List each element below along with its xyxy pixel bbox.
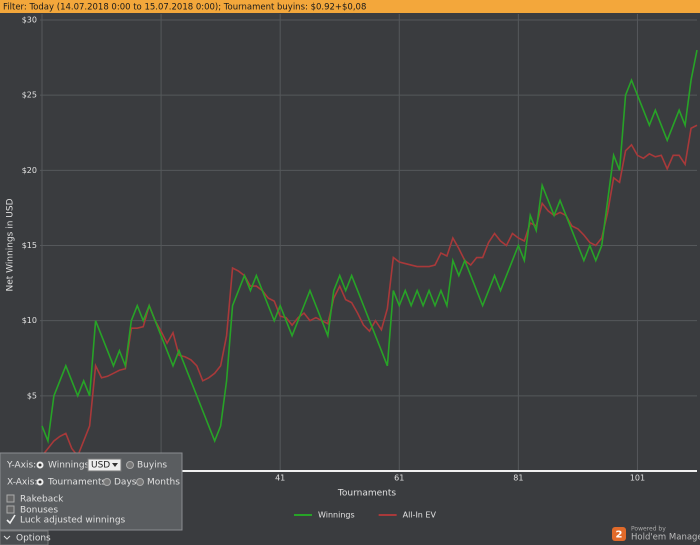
checkbox-label: Luck adjusted winnings xyxy=(20,516,126,526)
radio-label: Months xyxy=(147,478,180,488)
x-tick-label: 101 xyxy=(630,474,645,483)
radio-label: Buyins xyxy=(137,461,167,471)
filter-bar xyxy=(0,0,700,13)
radio-label: Winnings xyxy=(48,461,90,471)
filter-text: Filter: Today (14.07.2018 0:00 to 15.07.… xyxy=(3,3,366,13)
series-line xyxy=(41,49,698,445)
legend-label: Winnings xyxy=(318,511,355,520)
x-tick-label: 41 xyxy=(275,474,285,483)
x-tick-label: 81 xyxy=(513,474,523,483)
y-axis-option-label: Y-Axis: xyxy=(6,461,36,471)
options-button-label: Options xyxy=(16,534,51,544)
checkbox-label: Bonuses xyxy=(20,506,58,516)
dropdown-arrow xyxy=(112,463,118,467)
x-tick-label: 61 xyxy=(394,474,404,483)
radio-label: Tournaments xyxy=(47,478,106,488)
y-tick-label: $30 xyxy=(22,16,37,25)
currency-select[interactable] xyxy=(87,458,122,472)
y-tick-label: $10 xyxy=(22,316,37,325)
legend-label: All-In EV xyxy=(403,511,437,520)
checkbox-label: Rakeback xyxy=(20,495,64,505)
checkbox[interactable] xyxy=(6,494,15,503)
logo-badge-text: 2 xyxy=(616,530,623,541)
x-axis-label: Tournaments xyxy=(337,489,396,499)
plot: $5$10$15$20$25$30121416181101WinningsAll… xyxy=(22,14,698,520)
x-axis-option-label: X-Axis: xyxy=(7,478,37,488)
radio[interactable] xyxy=(103,478,111,486)
logo-powered: Powered by xyxy=(631,526,666,533)
y-axis-label: Net Winnings in USD xyxy=(6,198,16,291)
radio-dot xyxy=(38,463,42,467)
options-panel: Y-Axis: Winnings USD Buyins X-Axis: Tour… xyxy=(0,452,183,531)
options-button[interactable] xyxy=(0,530,49,545)
checkbox[interactable] xyxy=(6,505,15,514)
y-tick-label: $5 xyxy=(27,391,37,400)
y-tick-label: $15 xyxy=(22,241,37,250)
logo-badge xyxy=(612,527,626,541)
checkmark[interactable] xyxy=(6,514,16,525)
radio[interactable] xyxy=(136,478,144,486)
y-tick-label: $25 xyxy=(22,91,37,100)
currency: USD xyxy=(91,461,110,471)
logo-name: Hold'em Manager xyxy=(631,533,700,543)
y-tick-label: $20 xyxy=(22,166,37,175)
radio-dot xyxy=(38,480,42,484)
radio[interactable] xyxy=(126,461,134,469)
radio-label: Days xyxy=(114,478,137,488)
chevron xyxy=(3,535,11,540)
